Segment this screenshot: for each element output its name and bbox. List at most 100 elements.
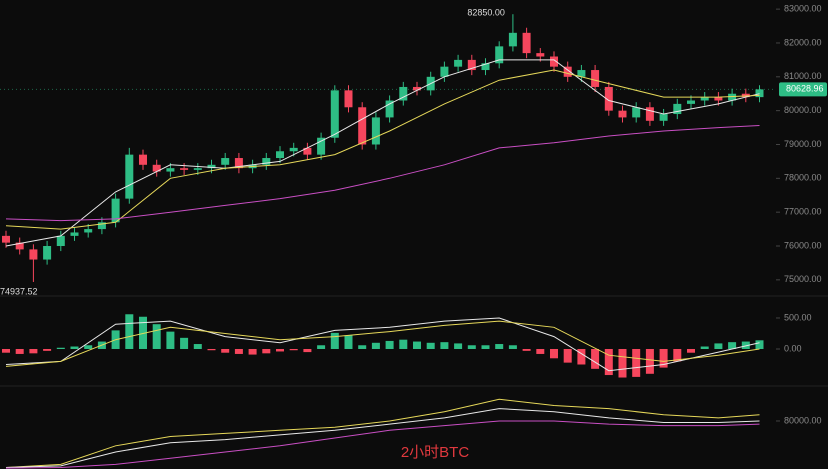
macd-bar [467, 345, 476, 349]
macd-bar [536, 348, 545, 354]
candle-body [180, 168, 189, 170]
candle-body [618, 110, 627, 118]
candle-body [385, 100, 394, 118]
candle-body [673, 103, 682, 115]
candle-body [755, 89, 764, 98]
macd-bar [125, 314, 134, 349]
macd-bar [84, 345, 93, 349]
macd-bar [180, 337, 189, 349]
candle-body [84, 229, 93, 233]
last-price-label: 80628.96 [786, 84, 824, 94]
y-tick-label: 76000.00 [784, 240, 822, 250]
macd-bar [221, 348, 230, 353]
macd-bar [687, 348, 695, 353]
macd-bar [426, 342, 435, 349]
macd-bar [495, 344, 504, 349]
candle-body [591, 70, 600, 87]
macd-bar [56, 347, 65, 349]
macd-bar [289, 348, 298, 351]
macd-bar [15, 348, 24, 354]
candle-body [139, 154, 147, 165]
macd-bar [563, 348, 572, 363]
candle-body [166, 168, 175, 172]
candle-body [467, 59, 476, 71]
macd-bar [399, 339, 408, 349]
macd-bar [371, 342, 380, 349]
candle-body [234, 158, 243, 169]
candle-body [111, 198, 120, 223]
candle-body [2, 235, 10, 243]
candle-body [344, 90, 353, 108]
candle-body [152, 164, 161, 172]
candle-body [29, 249, 38, 260]
macd-bar [604, 348, 613, 376]
y-tick-label: 80000.00 [784, 105, 822, 115]
macd-bar [591, 348, 600, 369]
candle-body [358, 107, 367, 145]
candle-body [508, 32, 517, 47]
macd-bar [632, 348, 641, 377]
macd-bar [714, 343, 723, 349]
macd-line [5, 317, 760, 372]
macd-bar [317, 345, 326, 349]
macd-bar [508, 345, 517, 349]
macd-bar [645, 348, 654, 374]
y-tick-label: 80000.00 [784, 415, 822, 425]
macd-bar [522, 348, 531, 351]
candle-body [687, 100, 695, 104]
macd-bar [659, 348, 668, 368]
candle-body [659, 114, 668, 121]
last-price-box [779, 82, 827, 97]
candle-body [317, 137, 326, 155]
macd-bar [673, 348, 682, 362]
y-tick-label: 81000.00 [784, 71, 822, 81]
high-annotation: 82850.00 [467, 7, 505, 17]
macd-bar [481, 345, 490, 349]
macd-bar [2, 348, 10, 353]
macd-bar [193, 344, 202, 349]
y-tick-label: 78000.00 [784, 173, 822, 183]
y-tick-label: 75000.00 [784, 274, 822, 284]
ma-line [5, 69, 760, 230]
candle-body [632, 107, 641, 118]
candle-body [454, 59, 463, 67]
candle-body [495, 46, 504, 64]
macd-bar [43, 348, 52, 351]
y-tick-label: 500.00 [784, 312, 812, 322]
macd-bar [454, 343, 463, 349]
y-tick-label: 82000.00 [784, 37, 822, 47]
candle-body [399, 86, 408, 101]
macd-bar [276, 348, 284, 352]
macd-bar [330, 332, 339, 349]
candle-body [221, 158, 230, 165]
candle-body [522, 32, 531, 54]
candle-body [97, 222, 106, 230]
macd-bar [700, 346, 709, 349]
caption: 2小时BTC [401, 444, 470, 461]
candle-body [481, 63, 490, 71]
ma-line [5, 125, 760, 222]
candle-body [330, 90, 339, 138]
candle-body [413, 86, 421, 91]
lower-line [5, 408, 760, 468]
candle-body [276, 151, 284, 159]
macd-bar [234, 348, 243, 354]
candle-body [207, 164, 216, 169]
macd-bar [741, 341, 750, 349]
y-tick-label: 77000.00 [784, 207, 822, 217]
y-tick-label: 83000.00 [784, 4, 822, 14]
macd-bar [577, 348, 586, 365]
macd-bar [358, 345, 367, 349]
candle-body [125, 154, 134, 199]
candle-body [371, 117, 380, 145]
candle-body [440, 66, 449, 77]
macd-bar [344, 335, 353, 349]
candle-body [741, 93, 750, 98]
macd-bar [755, 340, 764, 349]
candle-body [262, 158, 271, 165]
candle-body [56, 235, 65, 247]
ma-line [5, 59, 760, 247]
candle-body [43, 246, 52, 260]
